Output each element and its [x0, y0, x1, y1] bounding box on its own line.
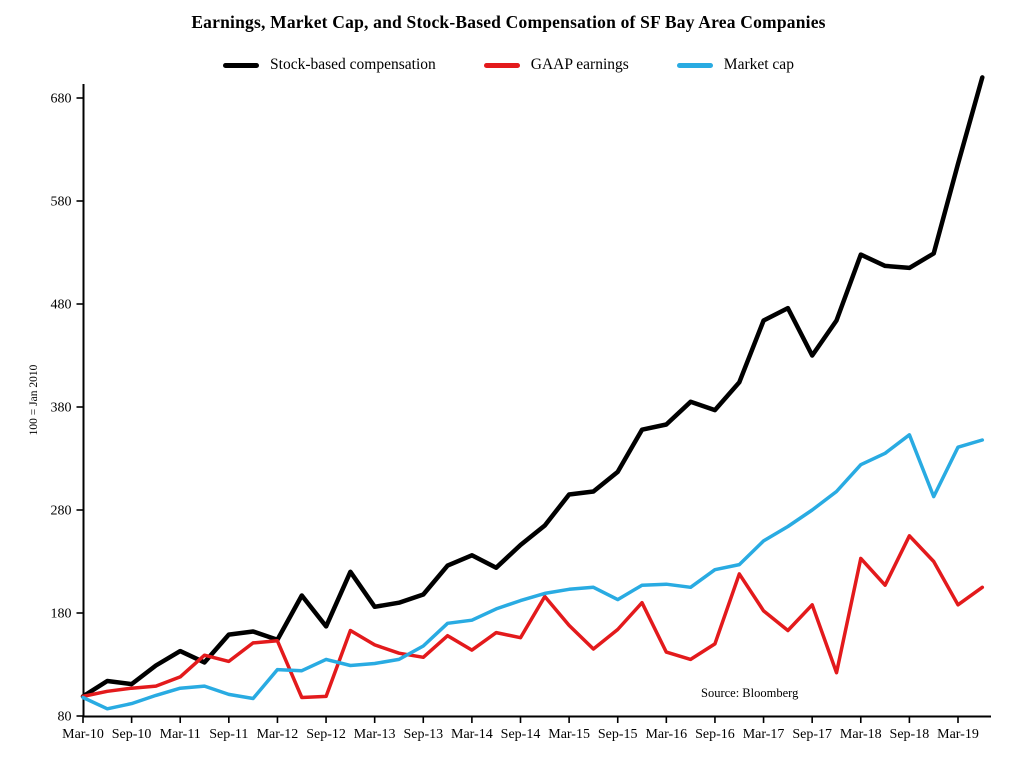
legend-item-stock-based-compensation: Stock-based compensation — [223, 56, 436, 74]
y-tick-label: 480 — [51, 298, 72, 313]
legend-item-market-cap: Market cap — [676, 56, 794, 74]
y-tick-label: 680 — [51, 92, 72, 107]
x-tick-label: Mar-10 — [62, 727, 104, 742]
x-tick-label: Mar-16 — [645, 727, 687, 742]
x-tick-label: Mar-18 — [840, 727, 882, 742]
x-tick-label: Mar-13 — [354, 727, 396, 742]
axes — [82, 84, 991, 718]
legend-swatch-gaap-earnings-icon — [483, 62, 520, 68]
y-tick-group: 80 180 280 380 480 580 680 — [51, 92, 84, 725]
y-tick-label: 280 — [51, 504, 72, 519]
y-tick-label: 380 — [51, 401, 72, 416]
legend-label-gaap-earnings: GAAP earnings — [530, 56, 629, 73]
chart-title: Earnings, Market Cap, and Stock-Based Co… — [191, 12, 826, 32]
y-tick-label: 80 — [58, 710, 72, 725]
y-tick-label: 180 — [51, 607, 72, 622]
x-tick-label: Mar-12 — [257, 727, 299, 742]
legend-label-stock-based-compensation: Stock-based compensation — [270, 56, 436, 73]
y-tick-label: 580 — [51, 195, 72, 210]
x-tick-label: Sep-14 — [501, 727, 541, 742]
legend-label-market-cap: Market cap — [723, 56, 794, 73]
x-tick-label: Mar-11 — [160, 727, 201, 742]
x-tick-label: Sep-11 — [209, 727, 248, 742]
legend: Stock-based compensation GAAP earnings M… — [0, 56, 1017, 74]
x-tick-label: Sep-12 — [306, 727, 346, 742]
x-tick-label: Mar-14 — [451, 727, 493, 742]
x-tick-label: Sep-10 — [112, 727, 152, 742]
source-note: Source: Bloomberg — [701, 686, 799, 700]
series-line-gaap-earnings — [81, 534, 985, 700]
x-tick-label: Sep-18 — [890, 727, 930, 742]
legend-swatch-stock-based-compensation-icon — [223, 62, 260, 68]
legend-item-gaap-earnings: GAAP earnings — [483, 56, 629, 74]
legend-swatch-market-cap-icon — [676, 62, 713, 68]
x-tick-label: Sep-17 — [792, 727, 832, 742]
x-tick-label: Sep-16 — [695, 727, 735, 742]
x-tick-group: Mar-10 Sep-10 Mar-11 Sep-11 Mar-12 Sep-12 Mar-… — [62, 716, 979, 742]
x-tick-label: Mar-17 — [743, 727, 785, 742]
x-tick-label: Mar-15 — [548, 727, 590, 742]
y-axis-title: 100 = Jan 2010 — [28, 364, 40, 435]
series-line-market-cap — [81, 433, 985, 711]
x-tick-label: Mar-19 — [937, 727, 979, 742]
series-line-stock-based-compensation — [80, 75, 985, 699]
x-tick-label: Sep-13 — [403, 727, 443, 742]
x-tick-label: Sep-15 — [598, 727, 638, 742]
